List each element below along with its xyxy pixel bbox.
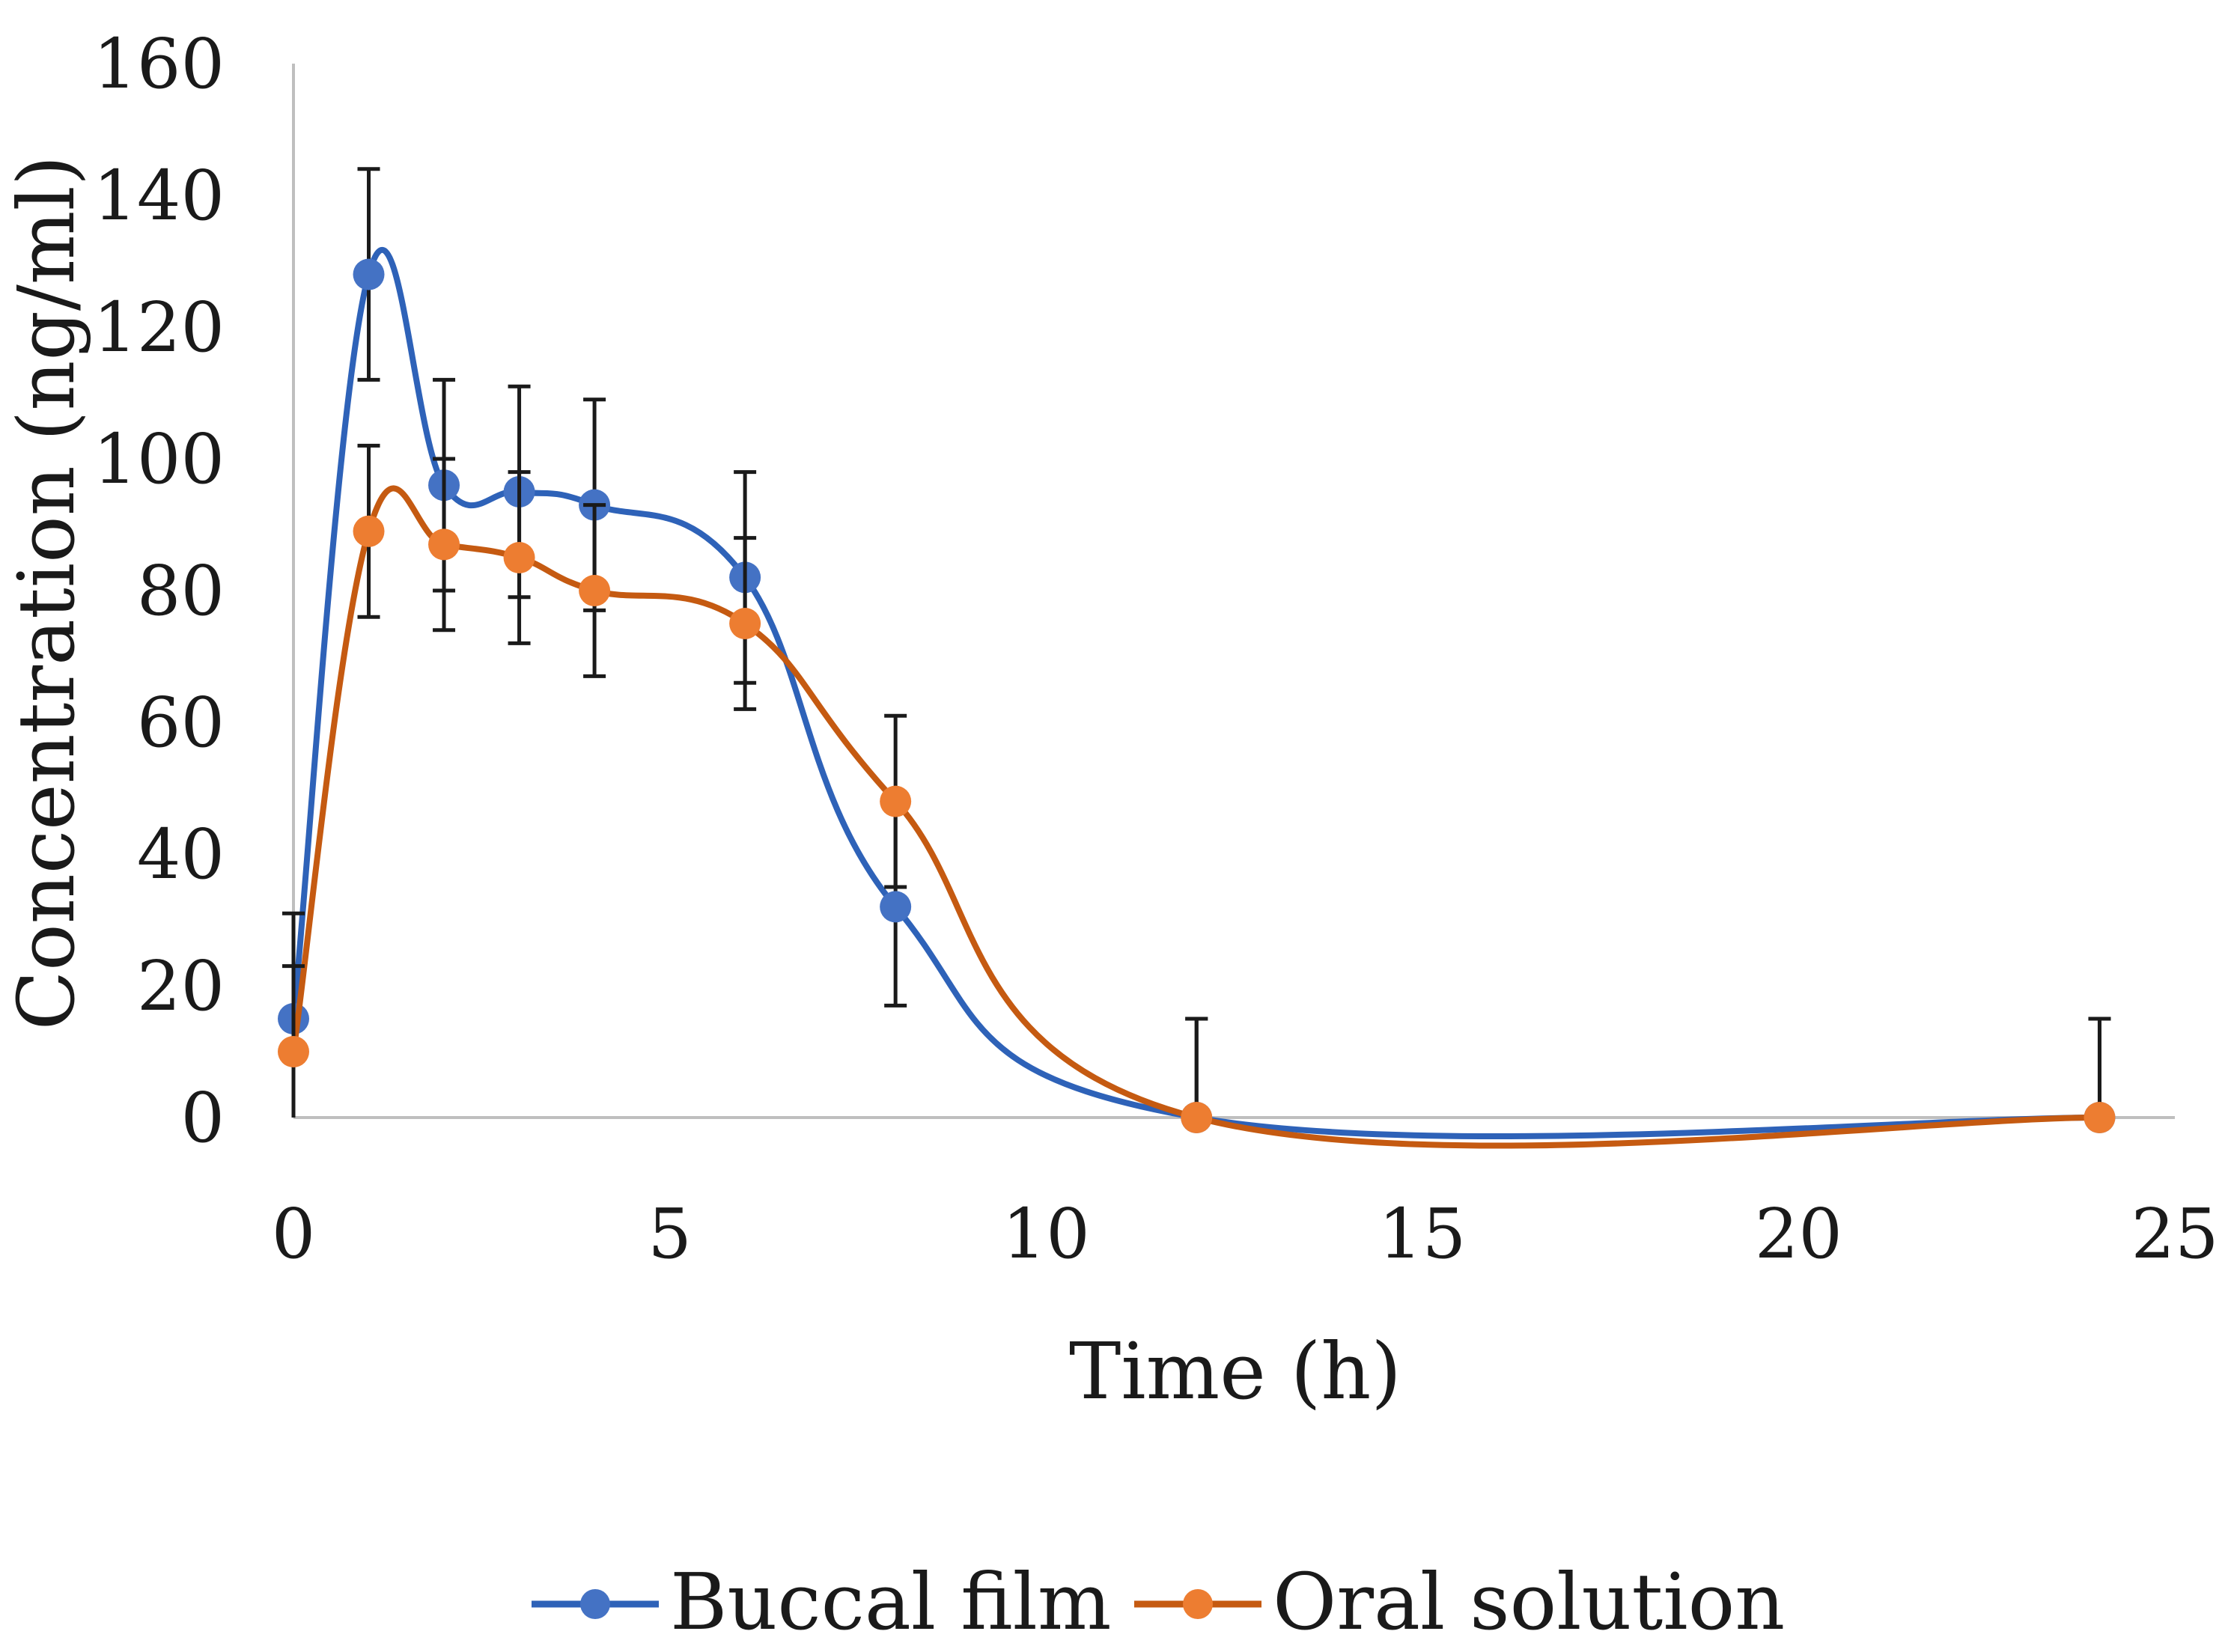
legend-item-buccal-film[interactable]: Buccal film [532, 1556, 1111, 1648]
error-bar [2088, 1017, 2111, 1118]
y-tick-label: 20 [137, 946, 225, 1026]
series-buccal-film [278, 167, 2116, 1140]
data-point-oral-solution [880, 785, 912, 817]
data-point-oral-solution [2084, 1102, 2116, 1133]
data-point-oral-solution [729, 608, 761, 639]
y-tick-label: 160 [93, 24, 225, 104]
data-point-buccal-film [880, 891, 912, 923]
x-tick-label: 0 [272, 1194, 316, 1274]
y-tick-label: 80 [137, 551, 225, 631]
data-point-buccal-film [353, 258, 385, 290]
x-axis-title: Time (h) [1069, 1326, 1401, 1417]
series-line-buccal-film [290, 246, 2103, 1140]
y-tick-label: 140 [93, 156, 225, 236]
data-point-oral-solution [278, 1036, 309, 1067]
data-point-oral-solution [579, 575, 611, 606]
legend-label-buccal-film: Buccal film [670, 1556, 1111, 1648]
legend: Buccal film Oral solution [532, 1556, 1785, 1648]
x-tick-label: 15 [1378, 1194, 1466, 1274]
x-tick-label: 5 [648, 1194, 692, 1274]
legend-marker-buccal-film [580, 1589, 610, 1619]
data-point-oral-solution [353, 515, 385, 547]
x-tick-label: 25 [2131, 1194, 2218, 1274]
legend-label-oral-solution: Oral solution [1273, 1556, 1785, 1648]
series-layer [278, 167, 2116, 1149]
legend-item-oral-solution[interactable]: Oral solution [1134, 1556, 1785, 1648]
axes [292, 64, 2175, 1119]
x-tick-label: 20 [1755, 1194, 1842, 1274]
x-tick-label: 10 [1002, 1194, 1090, 1274]
data-point-oral-solution [1181, 1102, 1213, 1133]
y-tick-label: 0 [180, 1078, 225, 1158]
y-axis-title: Concentration (ng/ml) [1, 156, 92, 1031]
y-tick-label: 60 [137, 683, 225, 763]
y-tick-label: 100 [93, 419, 225, 499]
data-point-oral-solution [503, 542, 535, 573]
y-tick-label: 120 [93, 287, 225, 368]
x-tick-labels: 0 5 10 15 20 25 [272, 1194, 2219, 1274]
error-bar [1185, 1017, 1208, 1118]
y-tick-labels: 0 20 40 60 80 100 120 140 160 [93, 24, 225, 1158]
data-point-oral-solution [428, 528, 460, 561]
series-oral-solution [278, 443, 2116, 1149]
y-tick-label: 40 [137, 814, 225, 894]
legend-marker-oral-solution [1183, 1589, 1213, 1619]
